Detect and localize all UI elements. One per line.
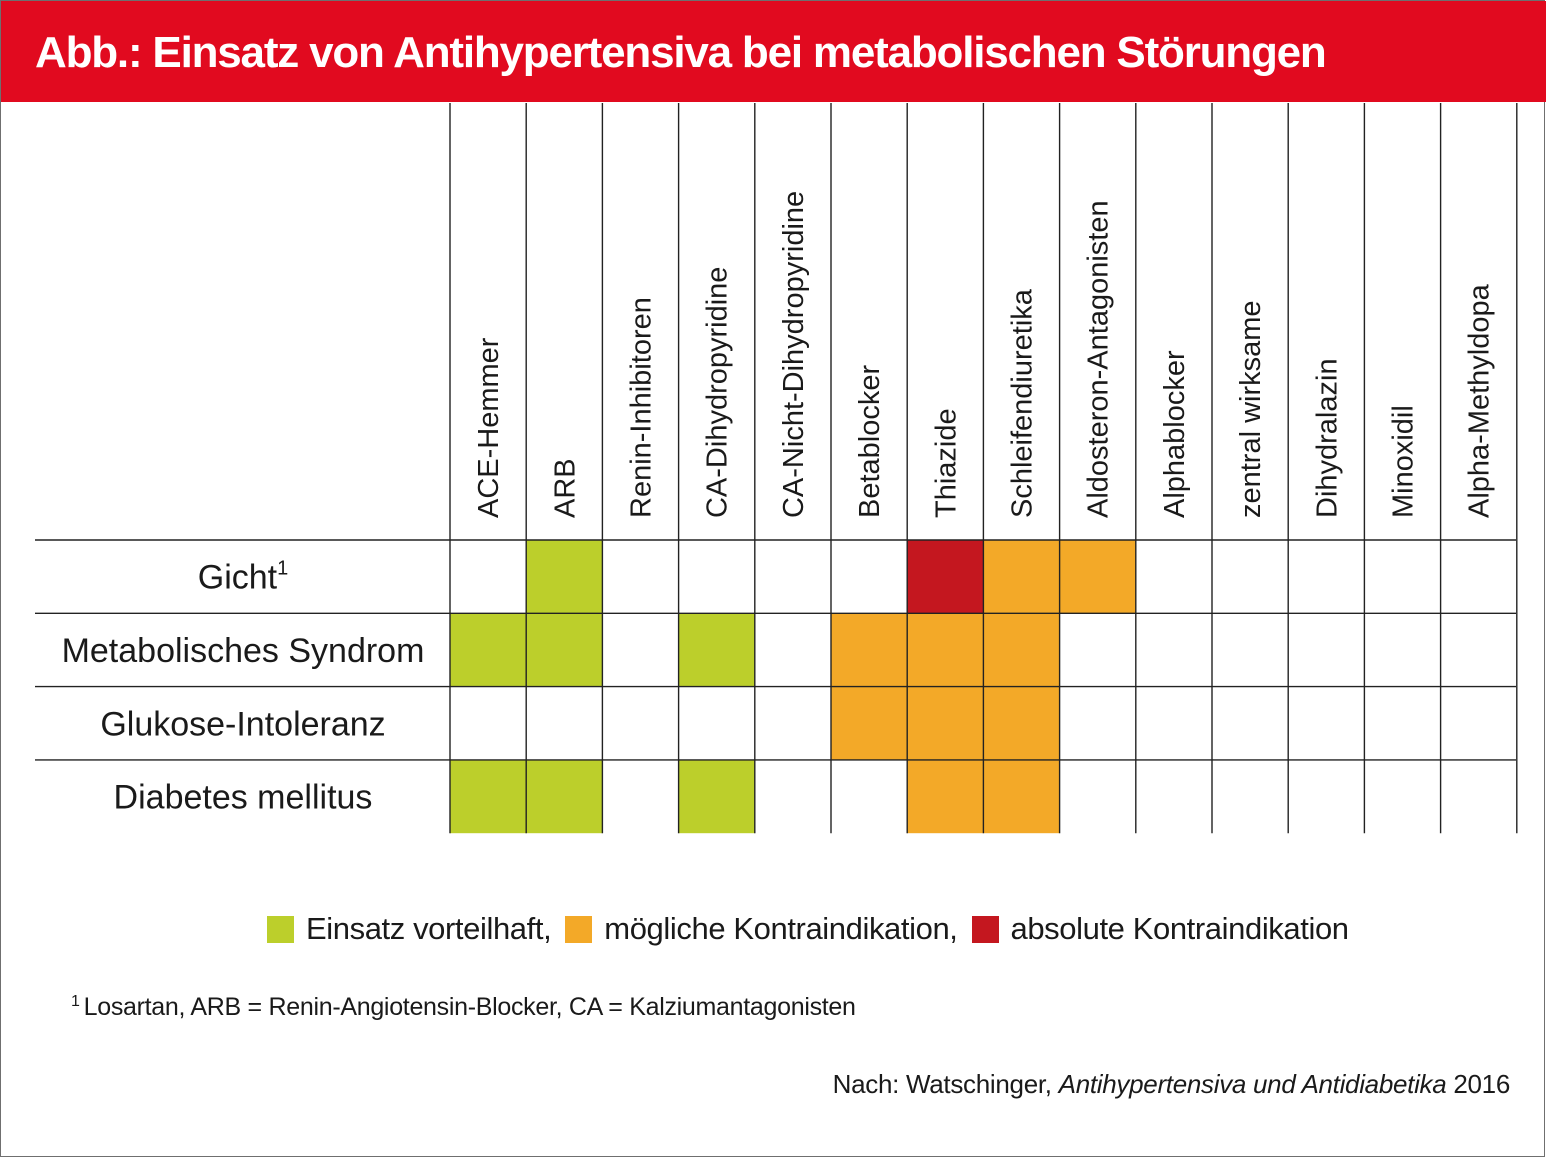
column-label: Schleifendiuretika bbox=[1007, 288, 1039, 518]
legend: Einsatz vorteilhaft, mögliche Kontraindik… bbox=[267, 907, 1363, 951]
source-title: Antihypertensiva und Antidiabetika bbox=[1058, 1069, 1447, 1099]
row-labels: Gicht1 Metabolisches Syndrom Glukose-Intol… bbox=[62, 558, 425, 817]
cell-moeglich bbox=[907, 759, 984, 834]
column-label: Renin-Inhibitoren bbox=[626, 297, 658, 518]
legend-item-vorteilhaft: Einsatz vorteilhaft, bbox=[267, 911, 552, 947]
row-label: Diabetes mellitus bbox=[114, 779, 373, 817]
legend-item-absolut: absolute Kontraindikation bbox=[971, 911, 1350, 947]
cell-moeglich bbox=[831, 686, 908, 760]
legend-swatch bbox=[565, 915, 593, 943]
cell-vorteilhaft bbox=[450, 759, 527, 834]
cell-absolut bbox=[907, 540, 984, 614]
source-prefix: Nach: Watschinger, bbox=[832, 1069, 1059, 1099]
legend-item-moeglich: mögliche Kontraindikation, bbox=[565, 911, 958, 947]
footnote-text: Losartan, ARB = Renin-Angiotensin-Blocke… bbox=[83, 993, 856, 1021]
cell-moeglich bbox=[983, 540, 1060, 614]
row-label: Metabolisches Syndrom bbox=[62, 632, 425, 670]
cells-layer bbox=[450, 540, 1136, 834]
legend-label: Einsatz vorteilhaft, bbox=[306, 911, 552, 946]
cell-moeglich bbox=[1059, 540, 1136, 614]
row-label: Gicht1 bbox=[198, 558, 288, 597]
row-label: Glukose-Intoleranz bbox=[100, 705, 385, 743]
column-label: ARB bbox=[549, 458, 581, 518]
footnote-mark: 1 bbox=[71, 993, 80, 1010]
cell-vorteilhaft bbox=[678, 759, 755, 834]
title-bar: Abb.: Einsatz von Antihypertensiva bei m… bbox=[1, 1, 1546, 102]
column-label: Alphablocker bbox=[1159, 350, 1191, 518]
cell-moeglich bbox=[983, 613, 1060, 687]
cell-vorteilhaft bbox=[678, 613, 755, 687]
cell-moeglich bbox=[907, 613, 984, 687]
legend-label: mögliche Kontraindikation, bbox=[604, 911, 958, 946]
cell-moeglich bbox=[983, 759, 1060, 834]
column-label: Betablocker bbox=[854, 365, 886, 518]
column-label: Aldosteron-Antagonisten bbox=[1083, 200, 1115, 518]
column-label: ACE-Hemmer bbox=[473, 337, 505, 518]
legend-label: absolute Kontraindikation bbox=[1010, 911, 1350, 946]
cell-vorteilhaft bbox=[526, 613, 603, 687]
source-citation: Nach: Watschinger, Antihypertensiva und … bbox=[832, 1069, 1511, 1100]
column-label: zentral wirksame bbox=[1235, 300, 1267, 518]
column-label: CA-Dihydropyridine bbox=[702, 267, 734, 518]
cell-vorteilhaft bbox=[526, 540, 603, 614]
column-labels: ACE-Hemmer ARB Renin-Inhibitoren CA-Dihydro… bbox=[473, 191, 1496, 518]
page-title: Abb.: Einsatz von Antihypertensiva bei m… bbox=[35, 28, 1327, 77]
column-label: Thiazide bbox=[930, 408, 962, 518]
cell-moeglich bbox=[983, 686, 1060, 760]
column-label: Alpha-Methyldopa bbox=[1464, 283, 1496, 518]
cell-moeglich bbox=[907, 686, 984, 760]
cell-vorteilhaft bbox=[526, 759, 603, 834]
footnote: 1 Losartan, ARB = Renin-Angiotensin-Block… bbox=[71, 993, 856, 1022]
cell-vorteilhaft bbox=[450, 613, 527, 687]
column-label: Minoxidil bbox=[1388, 405, 1420, 518]
grid-layer bbox=[35, 103, 1518, 834]
indication-table: ACE-Hemmer ARB Renin-Inhibitoren CA-Dihydro… bbox=[35, 103, 1518, 834]
column-label: CA-Nicht-Dihydropyridine bbox=[778, 191, 810, 518]
legend-swatch bbox=[971, 915, 999, 943]
source-suffix: 2016 bbox=[1446, 1069, 1510, 1099]
legend-swatch bbox=[267, 915, 294, 943]
column-label: Dihydralazin bbox=[1311, 358, 1343, 518]
cell-moeglich bbox=[831, 613, 908, 687]
